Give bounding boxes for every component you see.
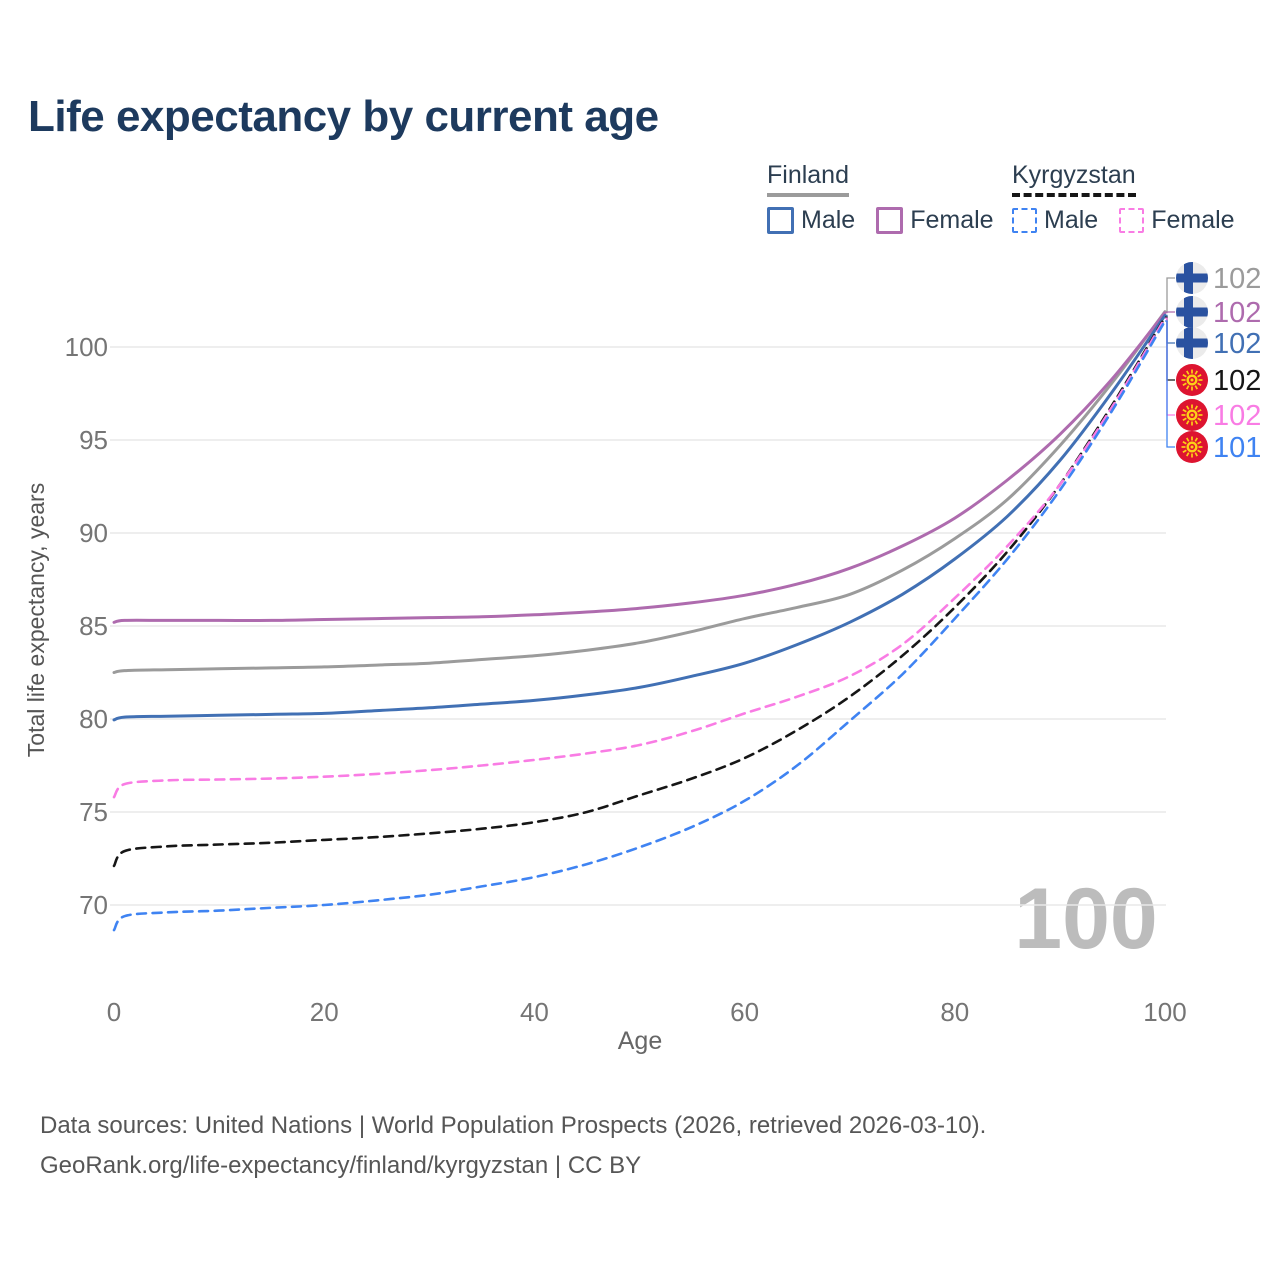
legend-group-finland: Finland Male Female bbox=[767, 161, 1015, 235]
end-label-leader-finland-total bbox=[1165, 277, 1175, 313]
x-tick-label-100: 100 bbox=[1143, 997, 1186, 1027]
series-line-finland-total bbox=[112, 310, 1167, 674]
flag-icon-kyrgyzstan bbox=[1176, 399, 1208, 431]
flag-icon-kyrgyzstan bbox=[1176, 364, 1208, 396]
x-tick-label-60: 60 bbox=[730, 997, 759, 1027]
legend-checkbox-kyrgyzstan-male[interactable] bbox=[1012, 208, 1037, 233]
x-tick-label-20: 20 bbox=[310, 997, 339, 1027]
x-tick-label-40: 40 bbox=[520, 997, 549, 1027]
y-tick-label-70: 70 bbox=[79, 890, 108, 920]
x-axis-title: Age bbox=[618, 1027, 662, 1055]
series-line-kyrgyzstan-male bbox=[112, 319, 1167, 932]
chart-footer: Data sources: United Nations | World Pop… bbox=[40, 1106, 986, 1186]
legend-country-finland: Finland bbox=[767, 161, 849, 197]
end-label-value-finland-male: 102 bbox=[1213, 328, 1261, 360]
end-label-value-kyrgyzstan-male: 101 bbox=[1213, 432, 1261, 464]
y-tick-label-75: 75 bbox=[79, 797, 108, 827]
footer-source-line: Data sources: United Nations | World Pop… bbox=[40, 1112, 987, 1139]
legend-group-kyrgyzstan: Kyrgyzstan Male Female bbox=[1012, 161, 1256, 235]
legend-items-kyrgyzstan: Male Female bbox=[1012, 206, 1256, 235]
flag-icon-finland bbox=[1176, 296, 1208, 328]
legend-label-kyrgyzstan-female[interactable]: Female bbox=[1151, 206, 1235, 234]
legend-checkbox-finland-female[interactable] bbox=[876, 207, 904, 234]
y-tick-label-90: 90 bbox=[79, 518, 108, 548]
x-tick-label-0: 0 bbox=[107, 997, 121, 1027]
y-tick-label-95: 95 bbox=[79, 425, 108, 455]
y-tick-label-80: 80 bbox=[79, 704, 108, 734]
footer-link-line: GeoRank.org/life-expectancy/finland/kyrg… bbox=[40, 1152, 642, 1179]
y-tick-label-100: 100 bbox=[65, 332, 108, 362]
y-axis-title: Total life expectancy, years bbox=[23, 483, 49, 757]
y-tick-label-85: 85 bbox=[79, 611, 108, 641]
legend-label-kyrgyzstan-male[interactable]: Male bbox=[1044, 206, 1099, 234]
end-label-value-finland-total: 102 bbox=[1213, 263, 1261, 295]
flag-icon-finland bbox=[1176, 262, 1208, 294]
legend-country-kyrgyzstan: Kyrgyzstan bbox=[1012, 161, 1136, 197]
flag-icon-finland bbox=[1176, 327, 1208, 359]
series-line-finland-female bbox=[112, 311, 1167, 624]
series-line-kyrgyzstan-total bbox=[112, 315, 1167, 868]
end-label-value-finland-female: 102 bbox=[1213, 297, 1261, 329]
legend-checkbox-kyrgyzstan-female[interactable] bbox=[1119, 208, 1145, 233]
end-label-leader-kyrgyzstan-male bbox=[1165, 320, 1175, 448]
end-label-value-kyrgyzstan-total: 102 bbox=[1213, 365, 1261, 397]
flag-icon-kyrgyzstan bbox=[1176, 431, 1208, 463]
legend-checkbox-finland-male[interactable] bbox=[767, 207, 794, 234]
end-label-leader-finland-female bbox=[1165, 311, 1175, 314]
legend-items-finland: Male Female bbox=[767, 206, 1015, 235]
legend-label-finland-male[interactable]: Male bbox=[801, 206, 856, 234]
series-line-finland-male bbox=[112, 313, 1167, 722]
page-title: Life expectancy by current age bbox=[28, 92, 659, 141]
age-watermark: 100 bbox=[1014, 871, 1158, 967]
end-label-value-kyrgyzstan-female: 102 bbox=[1213, 400, 1261, 432]
series-line-kyrgyzstan-female bbox=[112, 316, 1167, 799]
x-tick-label-80: 80 bbox=[940, 997, 969, 1027]
legend-label-finland-female[interactable]: Female bbox=[910, 206, 994, 234]
